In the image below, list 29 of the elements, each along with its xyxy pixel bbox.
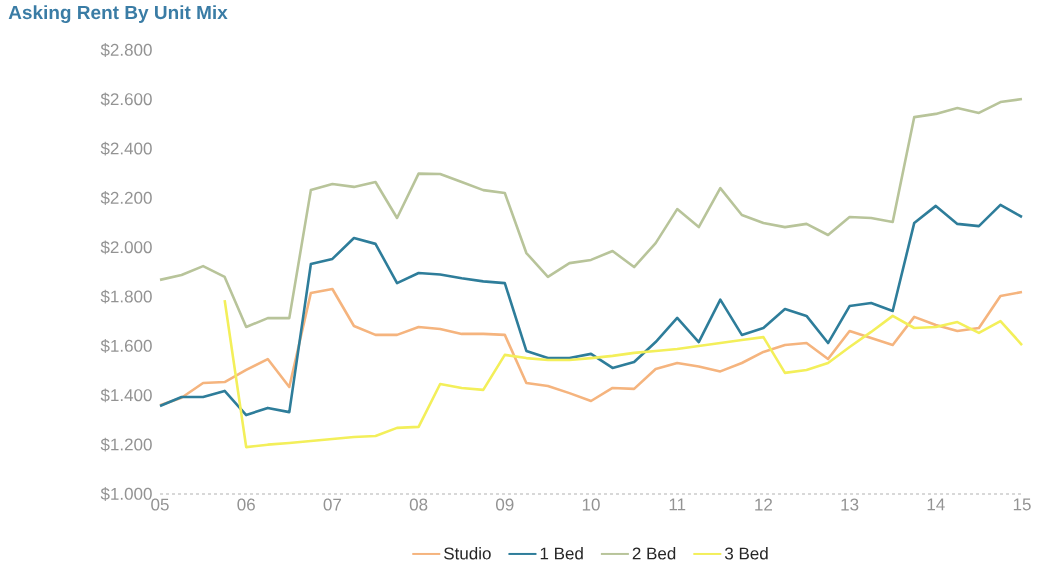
x-tick-label: 13: [841, 498, 859, 511]
x-tick-label: 06: [237, 498, 255, 511]
x-tick-label: 07: [323, 498, 341, 511]
y-tick-label: $1.800: [100, 289, 152, 304]
y-tick-label: $1.600: [100, 339, 152, 353]
legend-label: Studio: [444, 547, 491, 560]
line-series: [158, 97, 1024, 329]
line-series: [158, 287, 1024, 407]
x-tick-label: 14: [927, 498, 945, 511]
x-tick-label: 08: [409, 498, 428, 511]
x-tick-label: 10: [582, 498, 600, 511]
legend-label: 3 Bed: [724, 547, 768, 560]
y-tick-label: $1.400: [100, 388, 152, 403]
x-tick-label: 11: [669, 498, 686, 511]
line-series: [158, 203, 1024, 417]
y-tick-label: $2.200: [100, 191, 152, 205]
x-tick-label: 09: [496, 498, 514, 511]
legend-label: 1 Bed: [540, 547, 583, 560]
y-tick-label: $2.400: [100, 141, 152, 156]
chart-title: Asking Rent By Unit Mix: [8, 5, 228, 23]
y-tick-label: $1.200: [100, 437, 152, 452]
y-tick-label: $2.800: [100, 43, 152, 57]
x-tick-label: 12: [755, 498, 772, 511]
legend-label: 2 Bed: [632, 547, 676, 560]
x-tick-label: 05: [151, 498, 169, 511]
y-tick-label: $1.000: [100, 487, 152, 501]
y-tick-label: $2.600: [100, 92, 152, 107]
x-tick-label: 15: [1013, 498, 1031, 511]
y-tick-label: $2.000: [100, 240, 152, 255]
